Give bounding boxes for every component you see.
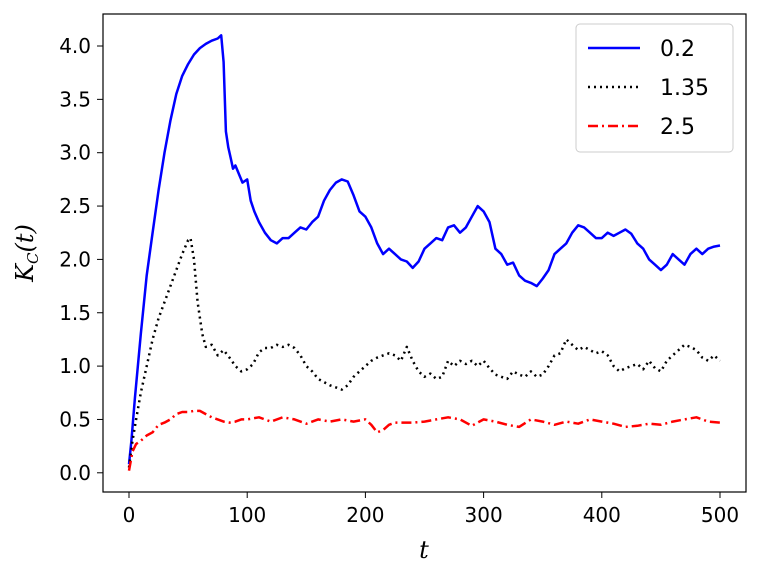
x-tick-label: 300 bbox=[465, 503, 503, 527]
y-tick-label: 2.5 bbox=[59, 194, 91, 218]
x-tick-label: 200 bbox=[346, 503, 384, 527]
series-line-3 bbox=[127, 409, 721, 471]
legend-label-3: 2.5 bbox=[660, 115, 695, 140]
x-tick-label: 400 bbox=[583, 503, 621, 527]
y-tick-label: 0.5 bbox=[59, 407, 91, 431]
series-line-1 bbox=[127, 34, 721, 465]
legend: 0.2 1.35 2.5 bbox=[575, 23, 734, 153]
y-tick-label: 1.0 bbox=[59, 354, 91, 378]
series-line-2 bbox=[127, 236, 721, 468]
x-tick-label: 0 bbox=[123, 503, 136, 527]
y-tick-label: 3.0 bbox=[59, 141, 91, 165]
series-lines bbox=[127, 34, 721, 471]
y-tick-label: 0.0 bbox=[59, 461, 91, 485]
legend-label-2: 1.35 bbox=[660, 76, 709, 101]
x-axis: 0 100 200 300 400 500 bbox=[123, 492, 739, 527]
y-tick-label: 2.0 bbox=[59, 247, 91, 271]
x-tick-label: 500 bbox=[701, 503, 739, 527]
legend-label-1: 0.2 bbox=[660, 37, 695, 62]
x-tick-label: 100 bbox=[228, 503, 266, 527]
y-axis: 0.0 0.5 1.0 1.5 2.0 2.5 3.0 3.5 4.0 bbox=[59, 34, 103, 485]
y-tick-label: 1.5 bbox=[59, 301, 91, 325]
x-axis-label: t bbox=[419, 536, 429, 564]
y-axis-label: KC(t) bbox=[11, 224, 42, 283]
y-tick-label: 4.0 bbox=[59, 34, 91, 58]
y-tick-label: 3.5 bbox=[59, 87, 91, 111]
legend-box bbox=[575, 23, 734, 153]
